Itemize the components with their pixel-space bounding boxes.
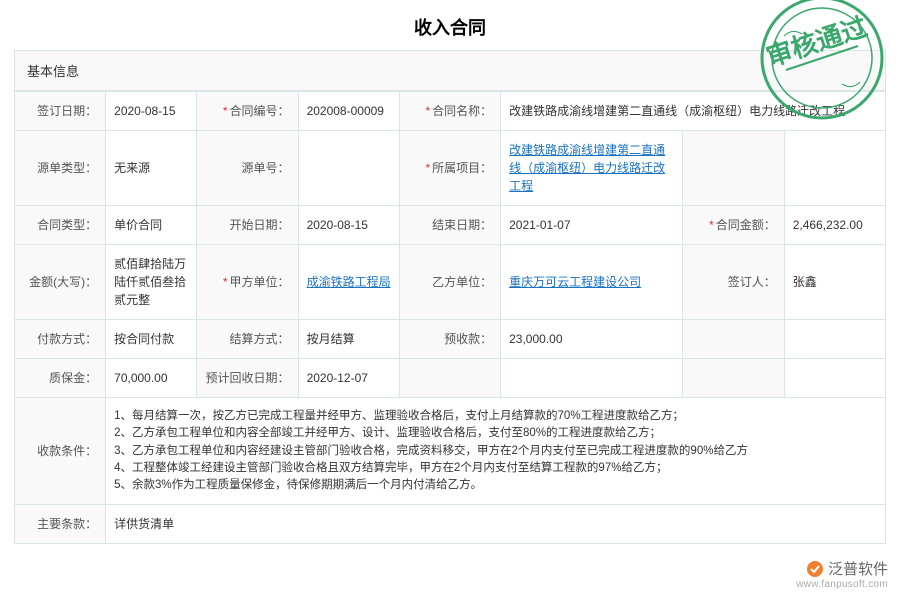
watermark: 泛普软件 www.fanpusoft.com [796,558,888,590]
value-contract-no: 202008-00009 [298,92,399,131]
value-project[interactable]: 改建铁路成渝线增建第二直通线（成渝枢纽）电力线路迁改工程 [501,131,683,206]
value-main-terms: 详供货清单 [106,505,886,544]
label-amount-cn: 金额(大写)： [15,245,106,320]
label-contract-no: *合同编号： [197,92,298,131]
value-est-return-date: 2020-12-07 [298,359,399,398]
section-basic-header: 基本信息 [14,50,886,91]
label-party-a: *甲方单位： [197,245,298,320]
watermark-brand: 泛普软件 [828,558,888,579]
table-row: 收款条件： 1、每月结算一次，按乙方已完成工程量并经甲方、监理验收合格后，支付上… [15,398,886,505]
value-settle-method: 按月结算 [298,320,399,359]
table-row: 签订日期： 2020-08-15 *合同编号： 202008-00009 *合同… [15,92,886,131]
label-party-b: 乙方单位： [399,245,500,320]
label-pay-method: 付款方式： [15,320,106,359]
table-row: 付款方式： 按合同付款 结算方式： 按月结算 预收款： 23,000.00 [15,320,886,359]
page-title: 收入合同 [0,0,900,50]
label-amount: *合同金额： [683,206,784,245]
label-main-terms: 主要条款： [15,505,106,544]
label-source-no: 源单号： [197,131,298,206]
value-party-a[interactable]: 成渝铁路工程局 [298,245,399,320]
contract-form-table: 签订日期： 2020-08-15 *合同编号： 202008-00009 *合同… [14,91,886,544]
label-sign-date: 签订日期： [15,92,106,131]
value-advance: 23,000.00 [501,320,683,359]
label-est-return-date: 预计回收日期： [197,359,298,398]
value-signer: 张鑫 [784,245,885,320]
label-contract-type: 合同类型： [15,206,106,245]
label-retention: 质保金： [15,359,106,398]
table-row: 源单类型： 无来源 源单号： *所属项目： 改建铁路成渝线增建第二直通线（成渝枢… [15,131,886,206]
label-pay-terms: 收款条件： [15,398,106,505]
label-advance: 预收款： [399,320,500,359]
label-source-type: 源单类型： [15,131,106,206]
value-amount: 2,466,232.00 [784,206,885,245]
logo-icon [806,560,824,578]
table-row: 合同类型： 单价合同 开始日期： 2020-08-15 结束日期： 2021-0… [15,206,886,245]
label-signer: 签订人： [683,245,784,320]
value-pay-method: 按合同付款 [106,320,197,359]
label-end-date: 结束日期： [399,206,500,245]
value-sign-date: 2020-08-15 [106,92,197,131]
value-amount-cn: 贰佰肆拾陆万陆仟贰佰叁拾贰元整 [106,245,197,320]
label-start-date: 开始日期： [197,206,298,245]
table-row: 质保金： 70,000.00 预计回收日期： 2020-12-07 [15,359,886,398]
value-source-type: 无来源 [106,131,197,206]
value-party-b[interactable]: 重庆万可云工程建设公司 [501,245,683,320]
label-contract-name: *合同名称： [399,92,500,131]
table-row: 主要条款： 详供货清单 [15,505,886,544]
value-pay-terms: 1、每月结算一次，按乙方已完成工程量并经甲方、监理验收合格后，支付上月结算款的7… [106,398,886,505]
label-project: *所属项目： [399,131,500,206]
value-contract-name: 改建铁路成渝线增建第二直通线（成渝枢纽）电力线路迁改工程 [501,92,886,131]
label-settle-method: 结算方式： [197,320,298,359]
value-start-date: 2020-08-15 [298,206,399,245]
value-retention: 70,000.00 [106,359,197,398]
watermark-url: www.fanpusoft.com [796,579,888,590]
value-source-no [298,131,399,206]
value-contract-type: 单价合同 [106,206,197,245]
table-row: 金额(大写)： 贰佰肆拾陆万陆仟贰佰叁拾贰元整 *甲方单位： 成渝铁路工程局 乙… [15,245,886,320]
value-end-date: 2021-01-07 [501,206,683,245]
